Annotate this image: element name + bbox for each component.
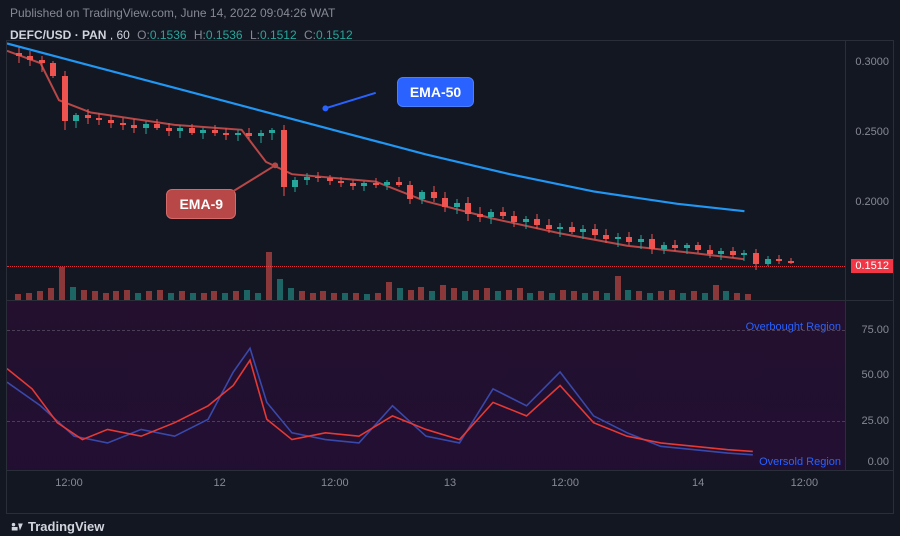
footer-brand: TradingView: [10, 519, 104, 534]
callout-ema50: EMA-50: [397, 77, 474, 107]
indicator-pane[interactable]: 75.0050.0025.000.00 Overbought Region Ov…: [7, 301, 893, 471]
time-tick: 12: [214, 477, 226, 489]
time-tick: 14: [692, 477, 704, 489]
time-tick: 12:00: [55, 477, 83, 489]
time-tick: 12:00: [551, 477, 579, 489]
footer-brand-text: TradingView: [28, 519, 104, 534]
time-tick: 13: [444, 477, 456, 489]
oversold-label: Oversold Region: [759, 456, 841, 468]
volume-bars: [7, 250, 845, 300]
time-tick: 12:00: [791, 477, 819, 489]
callout-ema9-label: EMA-9: [179, 196, 223, 212]
last-price-tag: 0.1512: [851, 259, 893, 273]
tradingview-logo-icon: [10, 520, 24, 534]
indicator-lines: [7, 301, 845, 470]
indicator-y-axis: 75.0050.0025.000.00: [845, 301, 893, 470]
publish-header: Published on TradingView.com, June 14, 2…: [0, 0, 900, 26]
callout-ema50-label: EMA-50: [410, 84, 461, 100]
time-tick: 12:00: [321, 477, 349, 489]
overbought-label: Overbought Region: [746, 321, 841, 333]
published-text: Published on TradingView.com, June 14, 2…: [10, 6, 335, 20]
callout-ema9: EMA-9: [166, 189, 236, 219]
chart-wrap: 0.30000.25000.20000.1512 0.1512 EMA-50 E…: [6, 40, 894, 514]
price-pane[interactable]: 0.30000.25000.20000.1512 0.1512 EMA-50 E…: [7, 41, 893, 301]
time-axis: 12:00 12 12:00 13 12:00 14 12:00: [7, 471, 893, 501]
